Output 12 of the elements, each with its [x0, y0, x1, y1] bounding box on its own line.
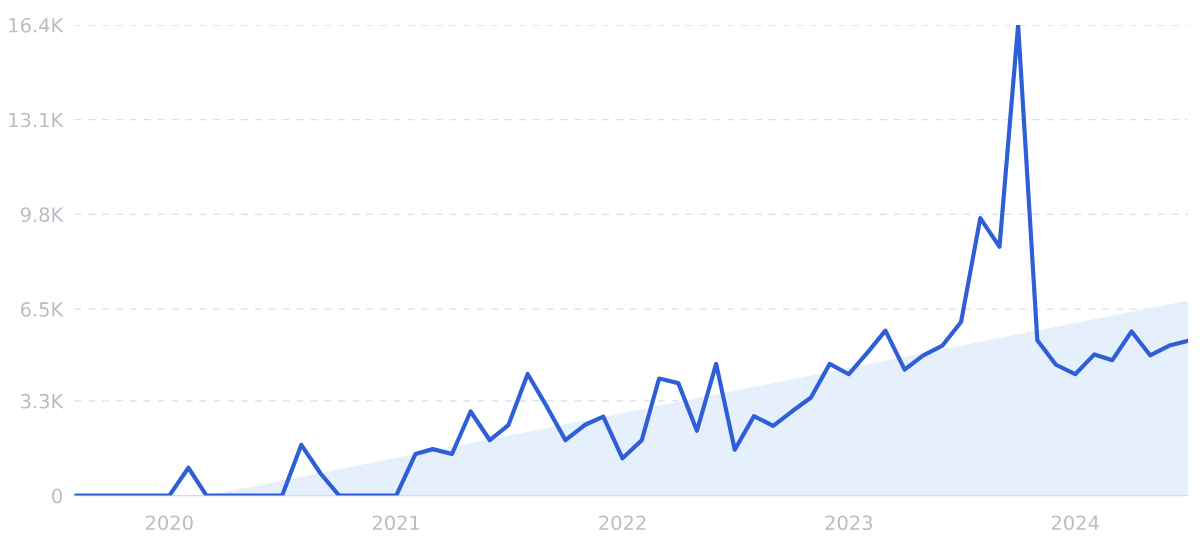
line-series	[74, 24, 1188, 496]
y-tick-label: 16.4K	[9, 17, 64, 33]
y-tick-label: 0	[52, 488, 62, 504]
x-tick-label: 2024	[1051, 515, 1099, 531]
y-tick-label: 9.8K	[20, 207, 64, 223]
x-tick-label: 2023	[825, 515, 873, 531]
y-tick-label: 13.1K	[9, 112, 64, 128]
x-tick-label: 2022	[599, 515, 646, 531]
y-tick-label: 3.3K	[21, 393, 64, 409]
x-tick-label: 2021	[372, 515, 420, 531]
y-tick-label: 6.5K	[20, 302, 64, 317]
x-tick-label: 2020	[145, 515, 193, 531]
